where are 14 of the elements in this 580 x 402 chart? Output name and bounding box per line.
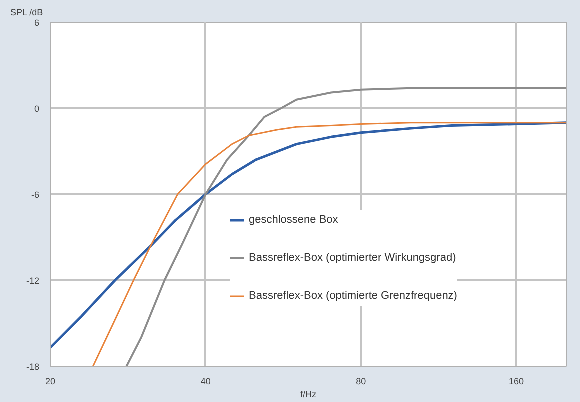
legend-label: Bassreflex-Box (optimierter Wirkungsgrad) <box>249 252 456 264</box>
y-tick-label: 6 <box>34 18 40 28</box>
y-tick-label: -18 <box>26 362 40 372</box>
y-axis-title: SPL /dB <box>10 8 44 18</box>
x-tick-label: 80 <box>356 376 366 386</box>
x-tick-label: 20 <box>45 376 56 386</box>
y-tick-label: 0 <box>34 104 40 114</box>
x-axis-title: f/Hz <box>300 390 317 400</box>
x-tick-label: 40 <box>200 376 211 386</box>
y-tick-label: -12 <box>26 276 40 286</box>
legend-label: Bassreflex-Box (optimierte Grenzfrequenz) <box>249 290 458 302</box>
y-tick-label: -6 <box>32 190 40 200</box>
x-tick-label: 160 <box>508 376 524 386</box>
legend-label: geschlossene Box <box>249 214 338 226</box>
